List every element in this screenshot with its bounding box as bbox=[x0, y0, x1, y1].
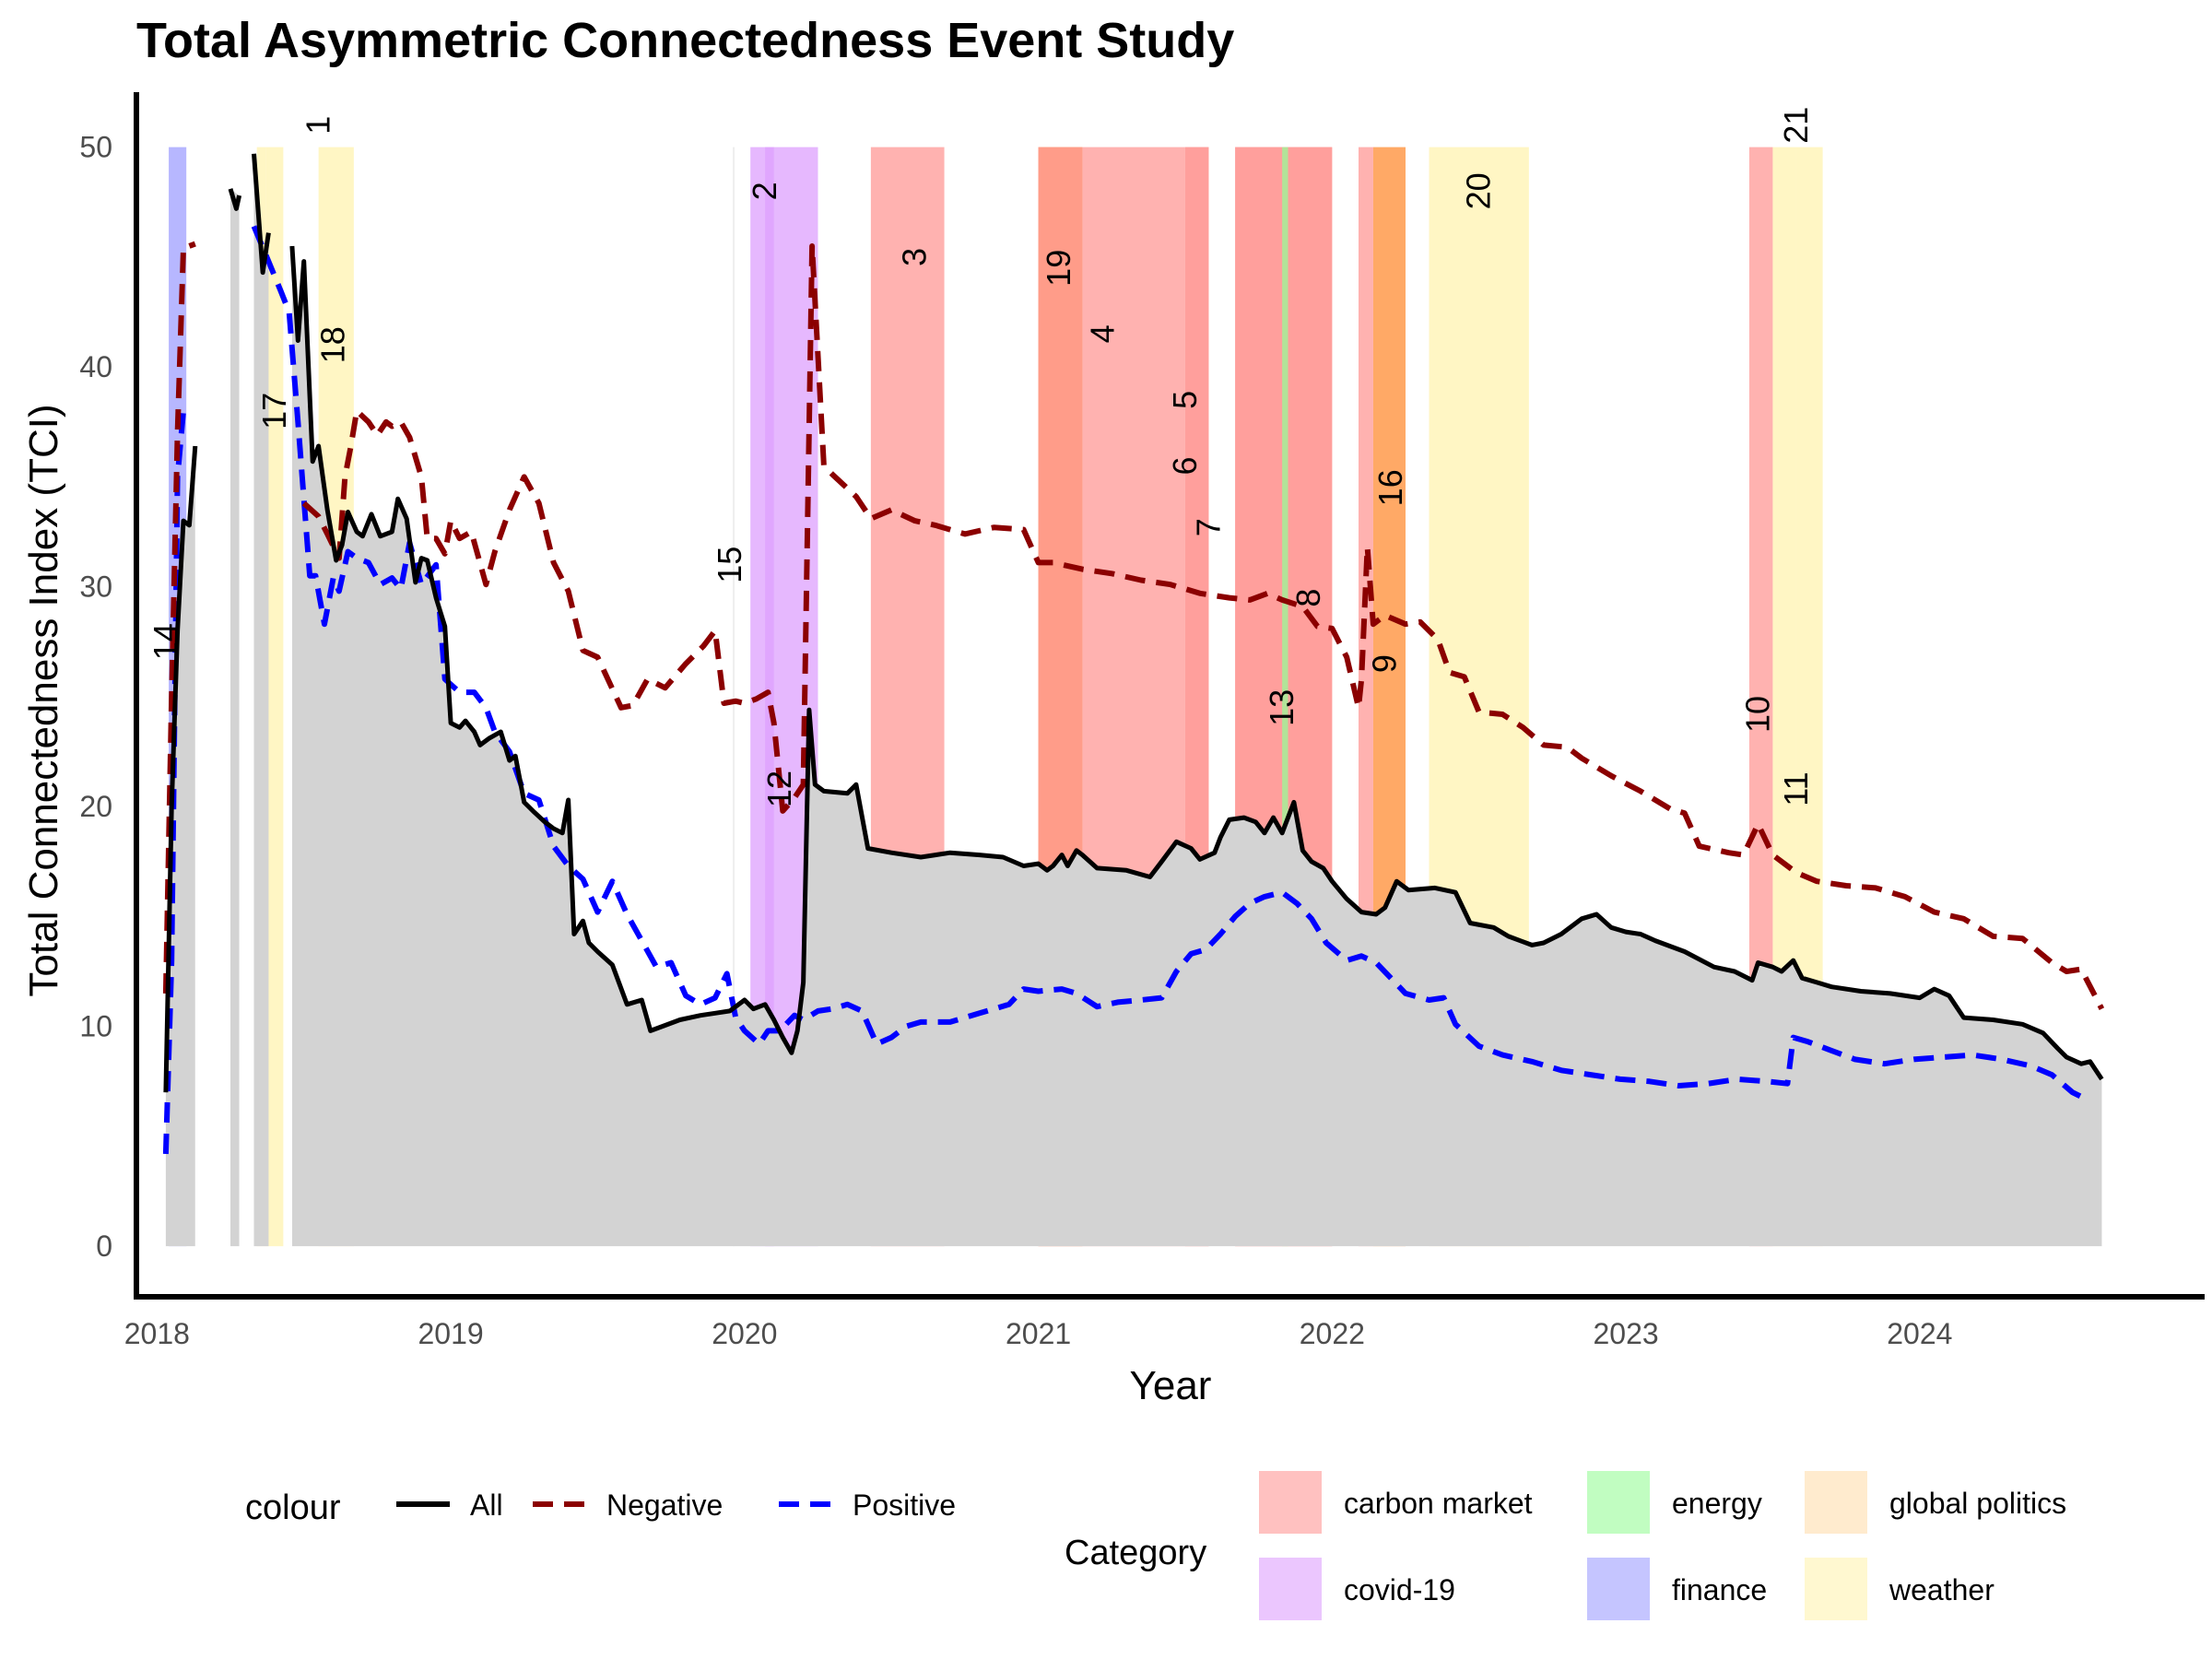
legend-colour: colour All Negative Positive bbox=[245, 1488, 956, 1527]
legend-label-all: All bbox=[470, 1488, 503, 1522]
legend-label-positive: Positive bbox=[853, 1488, 956, 1522]
event-label-9: 9 bbox=[1366, 654, 1404, 673]
y-tick-label-20: 20 bbox=[79, 790, 112, 823]
y-axis-title: Total Connectedness Index (TCI) bbox=[21, 404, 66, 996]
event-label-20: 20 bbox=[1460, 172, 1498, 209]
event-label-16: 16 bbox=[1371, 469, 1409, 506]
event-band-weather-3 bbox=[265, 147, 284, 1247]
tci-area-segment-3 bbox=[253, 153, 269, 1247]
y-tick-label-30: 30 bbox=[79, 571, 112, 604]
legend-colour-title: colour bbox=[245, 1488, 341, 1527]
event-label-4: 4 bbox=[1084, 324, 1122, 343]
legend-swatch-energy bbox=[1587, 1471, 1650, 1534]
event-label-7: 7 bbox=[1189, 518, 1227, 536]
x-ticks: 2018 2019 2020 2021 2022 2023 2024 bbox=[124, 1317, 1953, 1350]
legend-category-energy: energy bbox=[1672, 1487, 1762, 1520]
tci-area-segment-4 bbox=[291, 245, 2102, 1247]
tci-area bbox=[165, 153, 2102, 1247]
x-axis-title: Year bbox=[1130, 1363, 1212, 1408]
chart-title: Total Asymmetric Connectedness Event Stu… bbox=[136, 13, 1234, 68]
legend-swatch-global-politics bbox=[1805, 1471, 1867, 1534]
legend-category-title: Category bbox=[1065, 1534, 1206, 1572]
x-tick-label-2021: 2021 bbox=[1006, 1317, 1071, 1350]
legend-category-finance: finance bbox=[1672, 1573, 1767, 1606]
y-tick-label-50: 50 bbox=[79, 131, 112, 164]
legend-swatch-weather bbox=[1805, 1558, 1867, 1620]
event-band-energy-16 bbox=[1282, 147, 1288, 1247]
event-label-14: 14 bbox=[147, 623, 184, 660]
event-label-12: 12 bbox=[760, 771, 798, 807]
legend-category-covid-19: covid-19 bbox=[1344, 1573, 1455, 1606]
x-tick-label-2020: 2020 bbox=[712, 1317, 777, 1350]
series-line-negative bbox=[162, 241, 2105, 1010]
y-ticks: 0 10 20 30 40 50 bbox=[79, 131, 112, 1264]
legend-swatch-finance bbox=[1587, 1558, 1650, 1620]
x-tick-label-2024: 2024 bbox=[1887, 1317, 1952, 1350]
event-label-17: 17 bbox=[255, 393, 293, 429]
y-tick-label-40: 40 bbox=[79, 350, 112, 383]
event-label-13: 13 bbox=[1263, 689, 1300, 726]
legend-swatch-carbon-market bbox=[1259, 1471, 1322, 1534]
x-tick-label-2022: 2022 bbox=[1300, 1317, 1365, 1350]
tci-area-segment-1 bbox=[165, 445, 195, 1247]
event-band-carbon-market-marker bbox=[733, 147, 735, 1247]
event-label-2: 2 bbox=[746, 182, 783, 200]
y-tick-label-0: 0 bbox=[96, 1230, 112, 1263]
legend-category-carbon-market: carbon market bbox=[1344, 1487, 1533, 1520]
series-lines bbox=[162, 153, 2105, 1155]
legend-swatch-covid-19 bbox=[1259, 1558, 1322, 1620]
event-label-15: 15 bbox=[711, 547, 748, 583]
y-tick-label-10: 10 bbox=[79, 1010, 112, 1043]
event-label-5: 5 bbox=[1166, 391, 1204, 409]
x-tick-label-2018: 2018 bbox=[124, 1317, 190, 1350]
event-label-11: 11 bbox=[1777, 771, 1815, 806]
legend-category-weather: weather bbox=[1888, 1573, 1994, 1606]
legend-label-negative: Negative bbox=[606, 1488, 723, 1522]
series-line-all bbox=[163, 153, 2104, 1093]
legend-category-global-politics: global politics bbox=[1889, 1487, 2066, 1520]
event-label-21: 21 bbox=[1777, 107, 1815, 144]
event-label-19: 19 bbox=[1040, 250, 1077, 287]
x-tick-label-2023: 2023 bbox=[1593, 1317, 1658, 1350]
event-label-18: 18 bbox=[314, 326, 352, 363]
event-label-6: 6 bbox=[1166, 456, 1204, 475]
event-label-10: 10 bbox=[1739, 696, 1777, 733]
legend-category: Category carbon market energy global polit… bbox=[1065, 1471, 2066, 1620]
x-tick-label-2019: 2019 bbox=[418, 1317, 483, 1350]
event-label-3: 3 bbox=[896, 248, 934, 266]
event-label-1: 1 bbox=[300, 116, 337, 135]
tci-area-segment-2 bbox=[230, 188, 240, 1247]
event-label-8: 8 bbox=[1289, 589, 1327, 607]
